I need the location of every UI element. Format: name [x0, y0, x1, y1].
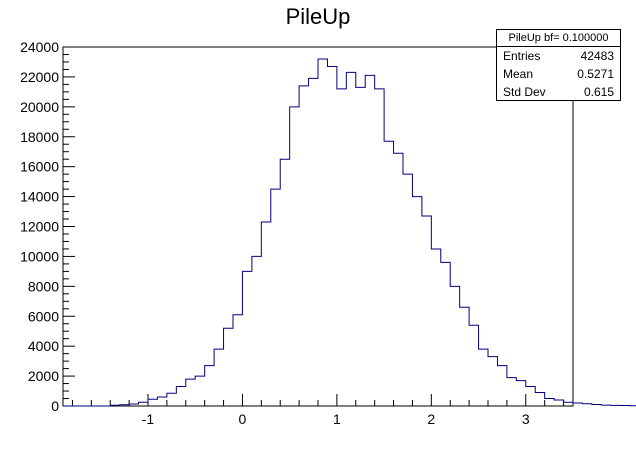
y-axis: 0 2000 4000 6000 8000 10000 12000 14000 16000 180… [20, 39, 75, 414]
stats-box: PileUp bf= 0.100000 Entries 42483 Mean 0… [496, 29, 621, 101]
stats-row-mean: Mean 0.5271 [497, 65, 620, 83]
x-tick-label: 1 [333, 411, 341, 427]
y-tick-label: 16000 [20, 159, 59, 175]
y-tick-label: 14000 [20, 189, 59, 205]
y-tick-label: 6000 [28, 308, 59, 324]
y-tick-label: 8000 [28, 278, 59, 294]
stats-label: Mean [503, 67, 534, 81]
stats-row-stddev: Std Dev 0.615 [497, 83, 620, 101]
stats-row-entries: Entries 42483 [497, 47, 620, 65]
histogram-line [63, 58, 636, 407]
stats-label: Std Dev [503, 85, 546, 99]
stats-label: Entries [503, 49, 541, 63]
y-tick-label: 10000 [20, 248, 59, 264]
x-tick-label: 3 [522, 411, 530, 427]
x-tick-label: 0 [239, 411, 247, 427]
x-axis: -1 0 1 2 3 [71, 394, 565, 427]
x-tick-label: 2 [427, 411, 435, 427]
y-tick-label: 12000 [20, 219, 59, 235]
stats-value: 42483 [580, 49, 614, 63]
y-tick-label: 0 [51, 398, 59, 414]
chart-title: PileUp [285, 4, 351, 29]
y-tick-label: 22000 [20, 69, 59, 85]
stats-value: 0.615 [583, 85, 614, 99]
y-tick-label: 4000 [28, 338, 59, 354]
stats-header: PileUp bf= 0.100000 [497, 30, 620, 47]
x-tick-label: -1 [142, 411, 155, 427]
y-tick-label: 24000 [20, 39, 59, 55]
y-tick-label: 18000 [20, 129, 59, 145]
y-tick-label: 2000 [28, 368, 59, 384]
y-tick-label: 20000 [20, 99, 59, 115]
stats-value: 0.5271 [577, 67, 614, 81]
